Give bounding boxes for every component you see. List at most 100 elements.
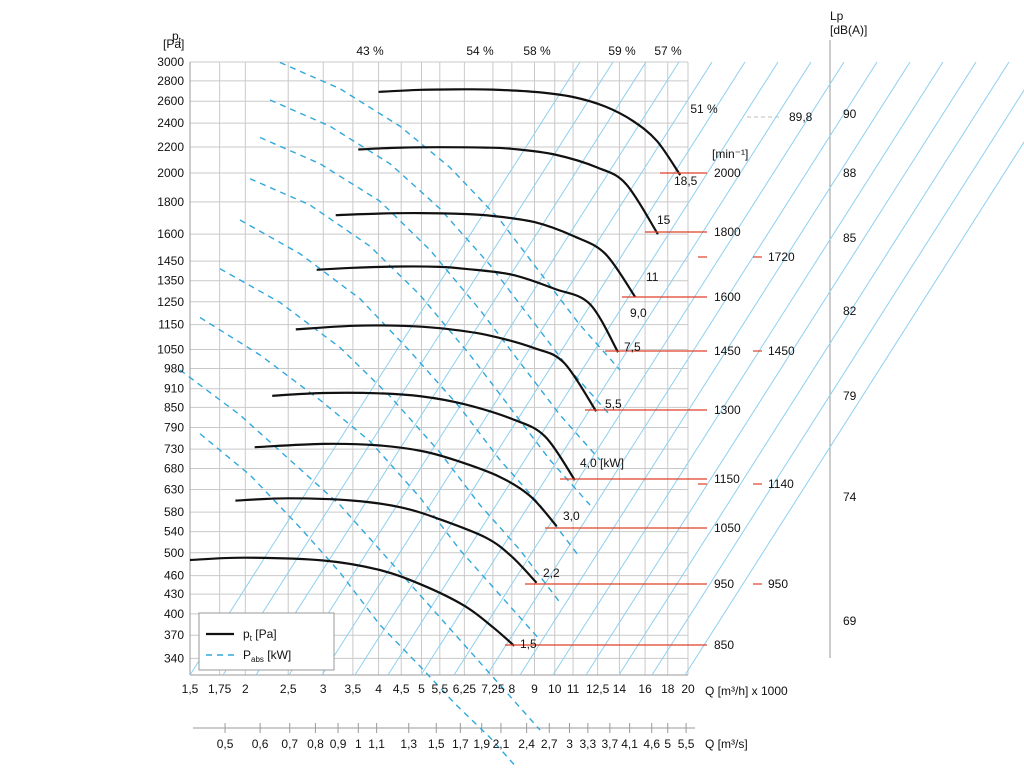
y-tick-label: 1050 xyxy=(157,343,184,357)
system-line xyxy=(552,61,944,676)
x-tick-label-m3h: 5,5 xyxy=(431,682,448,696)
performance-curve xyxy=(254,442,558,527)
speed-label: 1150 xyxy=(714,472,740,486)
efficiency-label: 54 % xyxy=(466,44,494,58)
y-tick-label: 540 xyxy=(164,525,184,539)
lp-tick-label: 82 xyxy=(843,304,857,318)
system-line xyxy=(684,141,1024,676)
x-tick-label-m3h: 2 xyxy=(242,682,249,696)
performance-curve xyxy=(335,211,637,298)
x-tick-label-m3h: 3 xyxy=(320,682,327,696)
x-axis-title-m3s: Q [m³/s] xyxy=(705,737,748,751)
x-tick-label-m3h: 4,5 xyxy=(393,682,410,696)
y-tick-label: 1250 xyxy=(157,295,184,309)
x-tick-label-m3s: 0,8 xyxy=(307,737,324,751)
x-tick-label-m3s: 2,1 xyxy=(493,737,510,751)
x-tick-label-m3s: 0,9 xyxy=(330,737,347,751)
power-label: 5,5 xyxy=(605,397,622,411)
performance-curve xyxy=(272,391,576,481)
speed-label: 850 xyxy=(714,638,734,652)
y-tick-label: 980 xyxy=(164,361,184,375)
y-tick-label: 1150 xyxy=(158,318,184,332)
x-tick-label-m3s: 4,6 xyxy=(643,737,660,751)
speed-label: 950 xyxy=(714,577,734,591)
y-tick-label: 730 xyxy=(164,442,184,456)
y-tick-label: 2800 xyxy=(157,74,184,88)
x-tick-label-m3s: 5,5 xyxy=(678,737,695,751)
system-line xyxy=(618,61,1010,676)
power-curve xyxy=(199,433,519,768)
y-tick-label: 580 xyxy=(164,505,184,519)
far-speed-label: 1720 xyxy=(768,250,795,264)
system-line xyxy=(354,61,746,676)
speed-label: 1450 xyxy=(714,344,741,358)
y-tick-label: 630 xyxy=(164,482,184,496)
y-axis-title: pt xyxy=(172,29,182,45)
performance-curves xyxy=(189,88,682,647)
system-line xyxy=(222,61,614,676)
x-tick-label-m3h: 16 xyxy=(638,682,652,696)
x-tick-label-m3h: 8 xyxy=(508,682,515,696)
system-line xyxy=(288,61,680,676)
grid-lines xyxy=(189,40,831,733)
y-tick-label: 430 xyxy=(164,587,184,601)
x-tick-label-m3s: 3,7 xyxy=(602,737,619,751)
x-tick-label-m3h: 14 xyxy=(613,682,627,696)
y-tick-label: 850 xyxy=(164,400,184,414)
x-tick-label-m3s: 1,1 xyxy=(368,737,385,751)
performance-curve xyxy=(235,497,538,584)
legend-box xyxy=(198,612,335,671)
performance-curve xyxy=(316,265,619,353)
speed-label: 1600 xyxy=(714,290,741,304)
y-tick-label: 790 xyxy=(164,420,184,434)
x-tick-label-m3s: 0,7 xyxy=(281,737,298,751)
x-tick-label-m3h: 5 xyxy=(418,682,425,696)
legend: pt [Pa] Pabs [kW] xyxy=(198,612,335,671)
power-label: 7,5 xyxy=(624,340,641,354)
legend-entry-power: Pabs [kW] xyxy=(243,648,291,664)
x-tick-label-m3s: 5 xyxy=(664,737,671,751)
axis-and-curve-labels: 340 370 400 430 460 500 540 580 630 680 730 790 850 9… xyxy=(157,44,856,751)
x-tick-label-m3s: 1,7 xyxy=(452,737,469,751)
power-label: 15 xyxy=(657,213,671,227)
power-curve xyxy=(199,316,541,641)
lp-extra-value: 89,8 xyxy=(789,110,813,124)
x-tick-label-m3h: 2,5 xyxy=(280,682,297,696)
x-tick-label-m3s: 1,5 xyxy=(428,737,445,751)
far-speed-label: 1140 xyxy=(768,477,794,491)
speed-label: 1050 xyxy=(714,521,741,535)
x-tick-label-m3h: 20 xyxy=(681,682,695,696)
lp-axis-title: Lp xyxy=(830,9,844,23)
speed-marker-lines xyxy=(505,172,762,646)
x-tick-label-m3s: 2,4 xyxy=(518,737,535,751)
performance-curve xyxy=(378,88,682,176)
x-tick-label-m3s: 4,1 xyxy=(621,737,638,751)
system-line xyxy=(420,61,812,676)
y-tick-label: 370 xyxy=(164,628,184,642)
y-tick-label: 910 xyxy=(164,382,184,396)
system-line xyxy=(519,61,911,676)
power-label: 9,0 xyxy=(630,306,647,320)
x-tick-label-m3h: 4 xyxy=(375,682,382,696)
y-tick-label: 1450 xyxy=(157,254,184,268)
x-tick-label-m3h: 7,25 xyxy=(481,682,505,696)
x-tick-label-m3h: 9 xyxy=(531,682,538,696)
legend-entry-pressure: pt [Pa] xyxy=(243,627,277,643)
speed-unit-label: [min⁻¹] xyxy=(712,147,748,161)
system-line xyxy=(585,61,977,676)
efficiency-label: 58 % xyxy=(523,44,551,58)
y-tick-label: 1800 xyxy=(157,195,184,209)
x-tick-label-m3h: 1,75 xyxy=(208,682,232,696)
power-curve xyxy=(179,369,541,731)
power-label: 18,5 xyxy=(674,174,698,188)
lp-axis-unit: [dB(A)] xyxy=(830,23,867,37)
power-curve xyxy=(279,61,621,371)
x-tick-label-m3h: 3,5 xyxy=(345,682,362,696)
performance-curve xyxy=(358,146,659,235)
y-tick-label: 2600 xyxy=(157,94,184,108)
power-label: 2,2 xyxy=(543,566,560,580)
system-line xyxy=(387,61,779,676)
efficiency-label: 59 % xyxy=(608,44,636,58)
y-tick-label: 500 xyxy=(164,546,184,560)
